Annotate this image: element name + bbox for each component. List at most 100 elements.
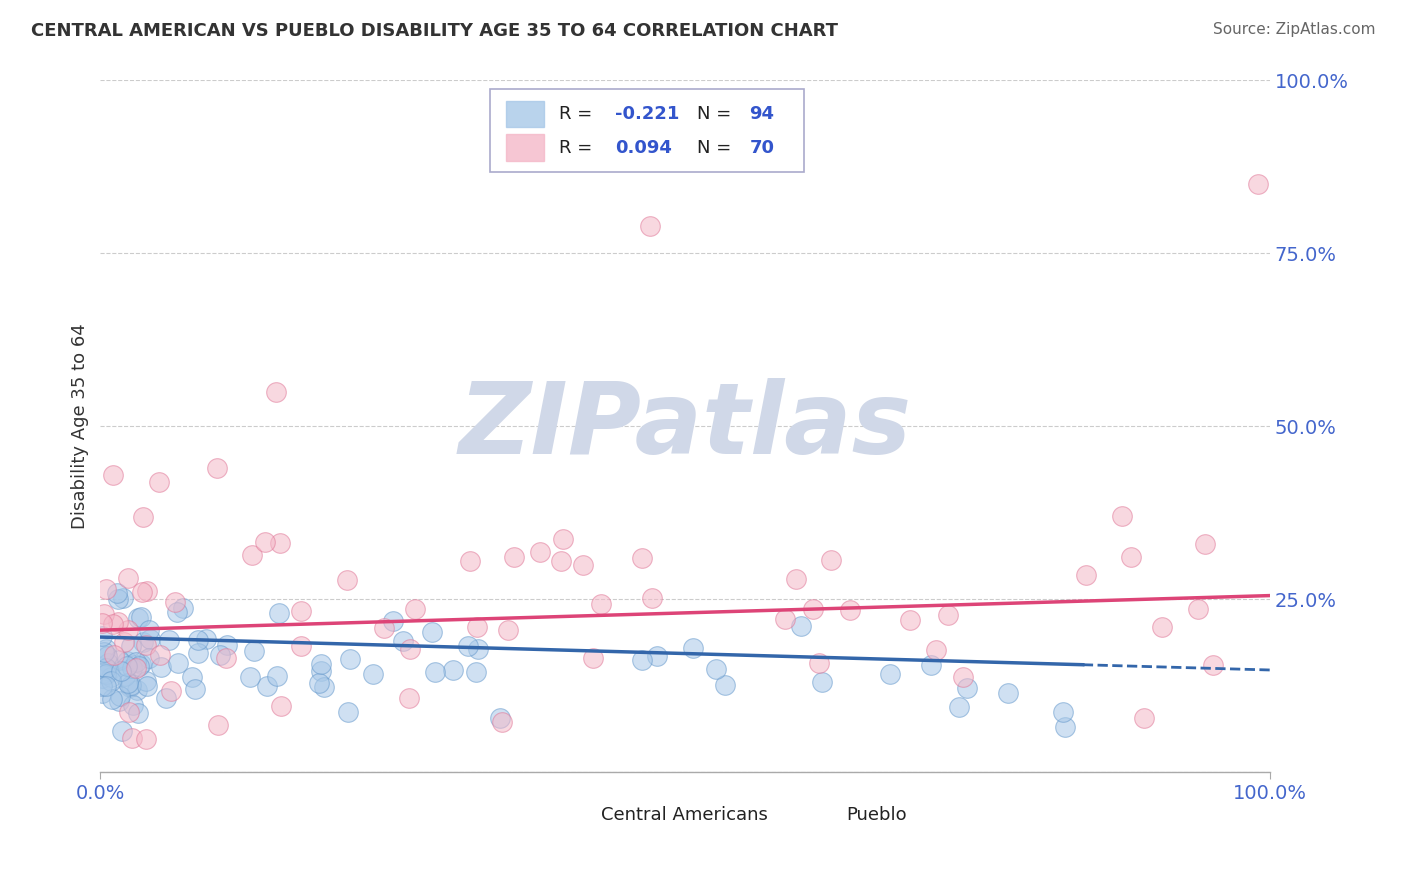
Point	[91, 615, 114, 630]
Point	[131, 584, 153, 599]
Point	[136, 583, 159, 598]
Point	[361, 666, 384, 681]
Point	[139, 632, 162, 646]
Point	[399, 641, 422, 656]
Point	[1054, 721, 1077, 735]
Point	[253, 535, 276, 549]
Point	[242, 644, 264, 658]
Point	[90, 679, 112, 693]
Point	[441, 663, 464, 677]
Point	[96, 648, 118, 663]
Point	[101, 467, 124, 482]
Point	[111, 591, 134, 606]
Point	[120, 680, 142, 694]
Point	[217, 638, 239, 652]
Point	[96, 582, 118, 596]
Point	[240, 548, 263, 562]
Point	[107, 652, 129, 666]
Text: N =: N =	[697, 138, 737, 157]
Text: N =: N =	[697, 104, 737, 123]
Y-axis label: Disability Age 35 to 64: Disability Age 35 to 64	[72, 323, 89, 529]
Point	[458, 554, 481, 568]
Point	[256, 679, 278, 693]
Point	[920, 658, 942, 673]
Point	[465, 665, 488, 679]
Point	[91, 665, 114, 680]
Point	[391, 634, 413, 648]
Point	[108, 689, 131, 703]
Point	[149, 648, 172, 663]
Point	[101, 692, 124, 706]
Point	[165, 594, 187, 608]
Point	[948, 700, 970, 714]
Point	[790, 619, 813, 633]
Text: CENTRAL AMERICAN VS PUEBLO DISABILITY AGE 35 TO 64 CORRELATION CHART: CENTRAL AMERICAN VS PUEBLO DISABILITY AG…	[31, 22, 838, 40]
Point	[180, 670, 202, 684]
Point	[160, 684, 183, 698]
Point	[488, 710, 510, 724]
Text: 0.094: 0.094	[614, 138, 672, 157]
Point	[172, 601, 194, 615]
Point	[108, 694, 131, 708]
Point	[373, 621, 395, 635]
Point	[879, 666, 901, 681]
Point	[97, 656, 120, 670]
Point	[309, 657, 332, 671]
Text: 94: 94	[749, 104, 775, 123]
Point	[135, 731, 157, 746]
Point	[640, 591, 662, 606]
Point	[107, 592, 129, 607]
Point	[120, 678, 142, 692]
Point	[187, 632, 209, 647]
Point	[127, 706, 149, 720]
Point	[114, 669, 136, 683]
Point	[110, 664, 132, 678]
Point	[94, 667, 117, 681]
Point	[839, 602, 862, 616]
Point	[1194, 537, 1216, 551]
Point	[936, 607, 959, 622]
Point	[100, 673, 122, 688]
Text: ZIPatlas: ZIPatlas	[458, 377, 911, 475]
Text: Source: ZipAtlas.com: Source: ZipAtlas.com	[1212, 22, 1375, 37]
Point	[647, 648, 669, 663]
Point	[582, 650, 605, 665]
Point	[118, 706, 141, 720]
Point	[117, 623, 139, 637]
Point	[105, 586, 128, 600]
Point	[90, 630, 112, 644]
Point	[120, 640, 142, 654]
Point	[125, 661, 148, 675]
Point	[103, 648, 125, 662]
Point	[129, 657, 152, 671]
Point	[107, 615, 129, 629]
Point	[423, 665, 446, 679]
Point	[339, 652, 361, 666]
Point	[98, 664, 121, 678]
Point	[550, 554, 572, 568]
Point	[398, 690, 420, 705]
Point	[128, 659, 150, 673]
Point	[269, 535, 291, 549]
Point	[713, 678, 735, 692]
Point	[337, 706, 360, 720]
Point	[682, 640, 704, 655]
Point	[1187, 601, 1209, 615]
Point	[187, 646, 209, 660]
Point	[121, 731, 143, 746]
Point	[264, 384, 287, 399]
Point	[457, 639, 479, 653]
Point	[136, 679, 159, 693]
Point	[312, 680, 335, 694]
Point	[157, 632, 180, 647]
Point	[167, 656, 190, 670]
Point	[420, 625, 443, 640]
Point	[208, 648, 231, 663]
Point	[631, 653, 654, 667]
Point	[1052, 706, 1074, 720]
Point	[773, 612, 796, 626]
Point	[125, 655, 148, 669]
Point	[952, 670, 974, 684]
Point	[184, 681, 207, 696]
Bar	[506, 101, 544, 127]
